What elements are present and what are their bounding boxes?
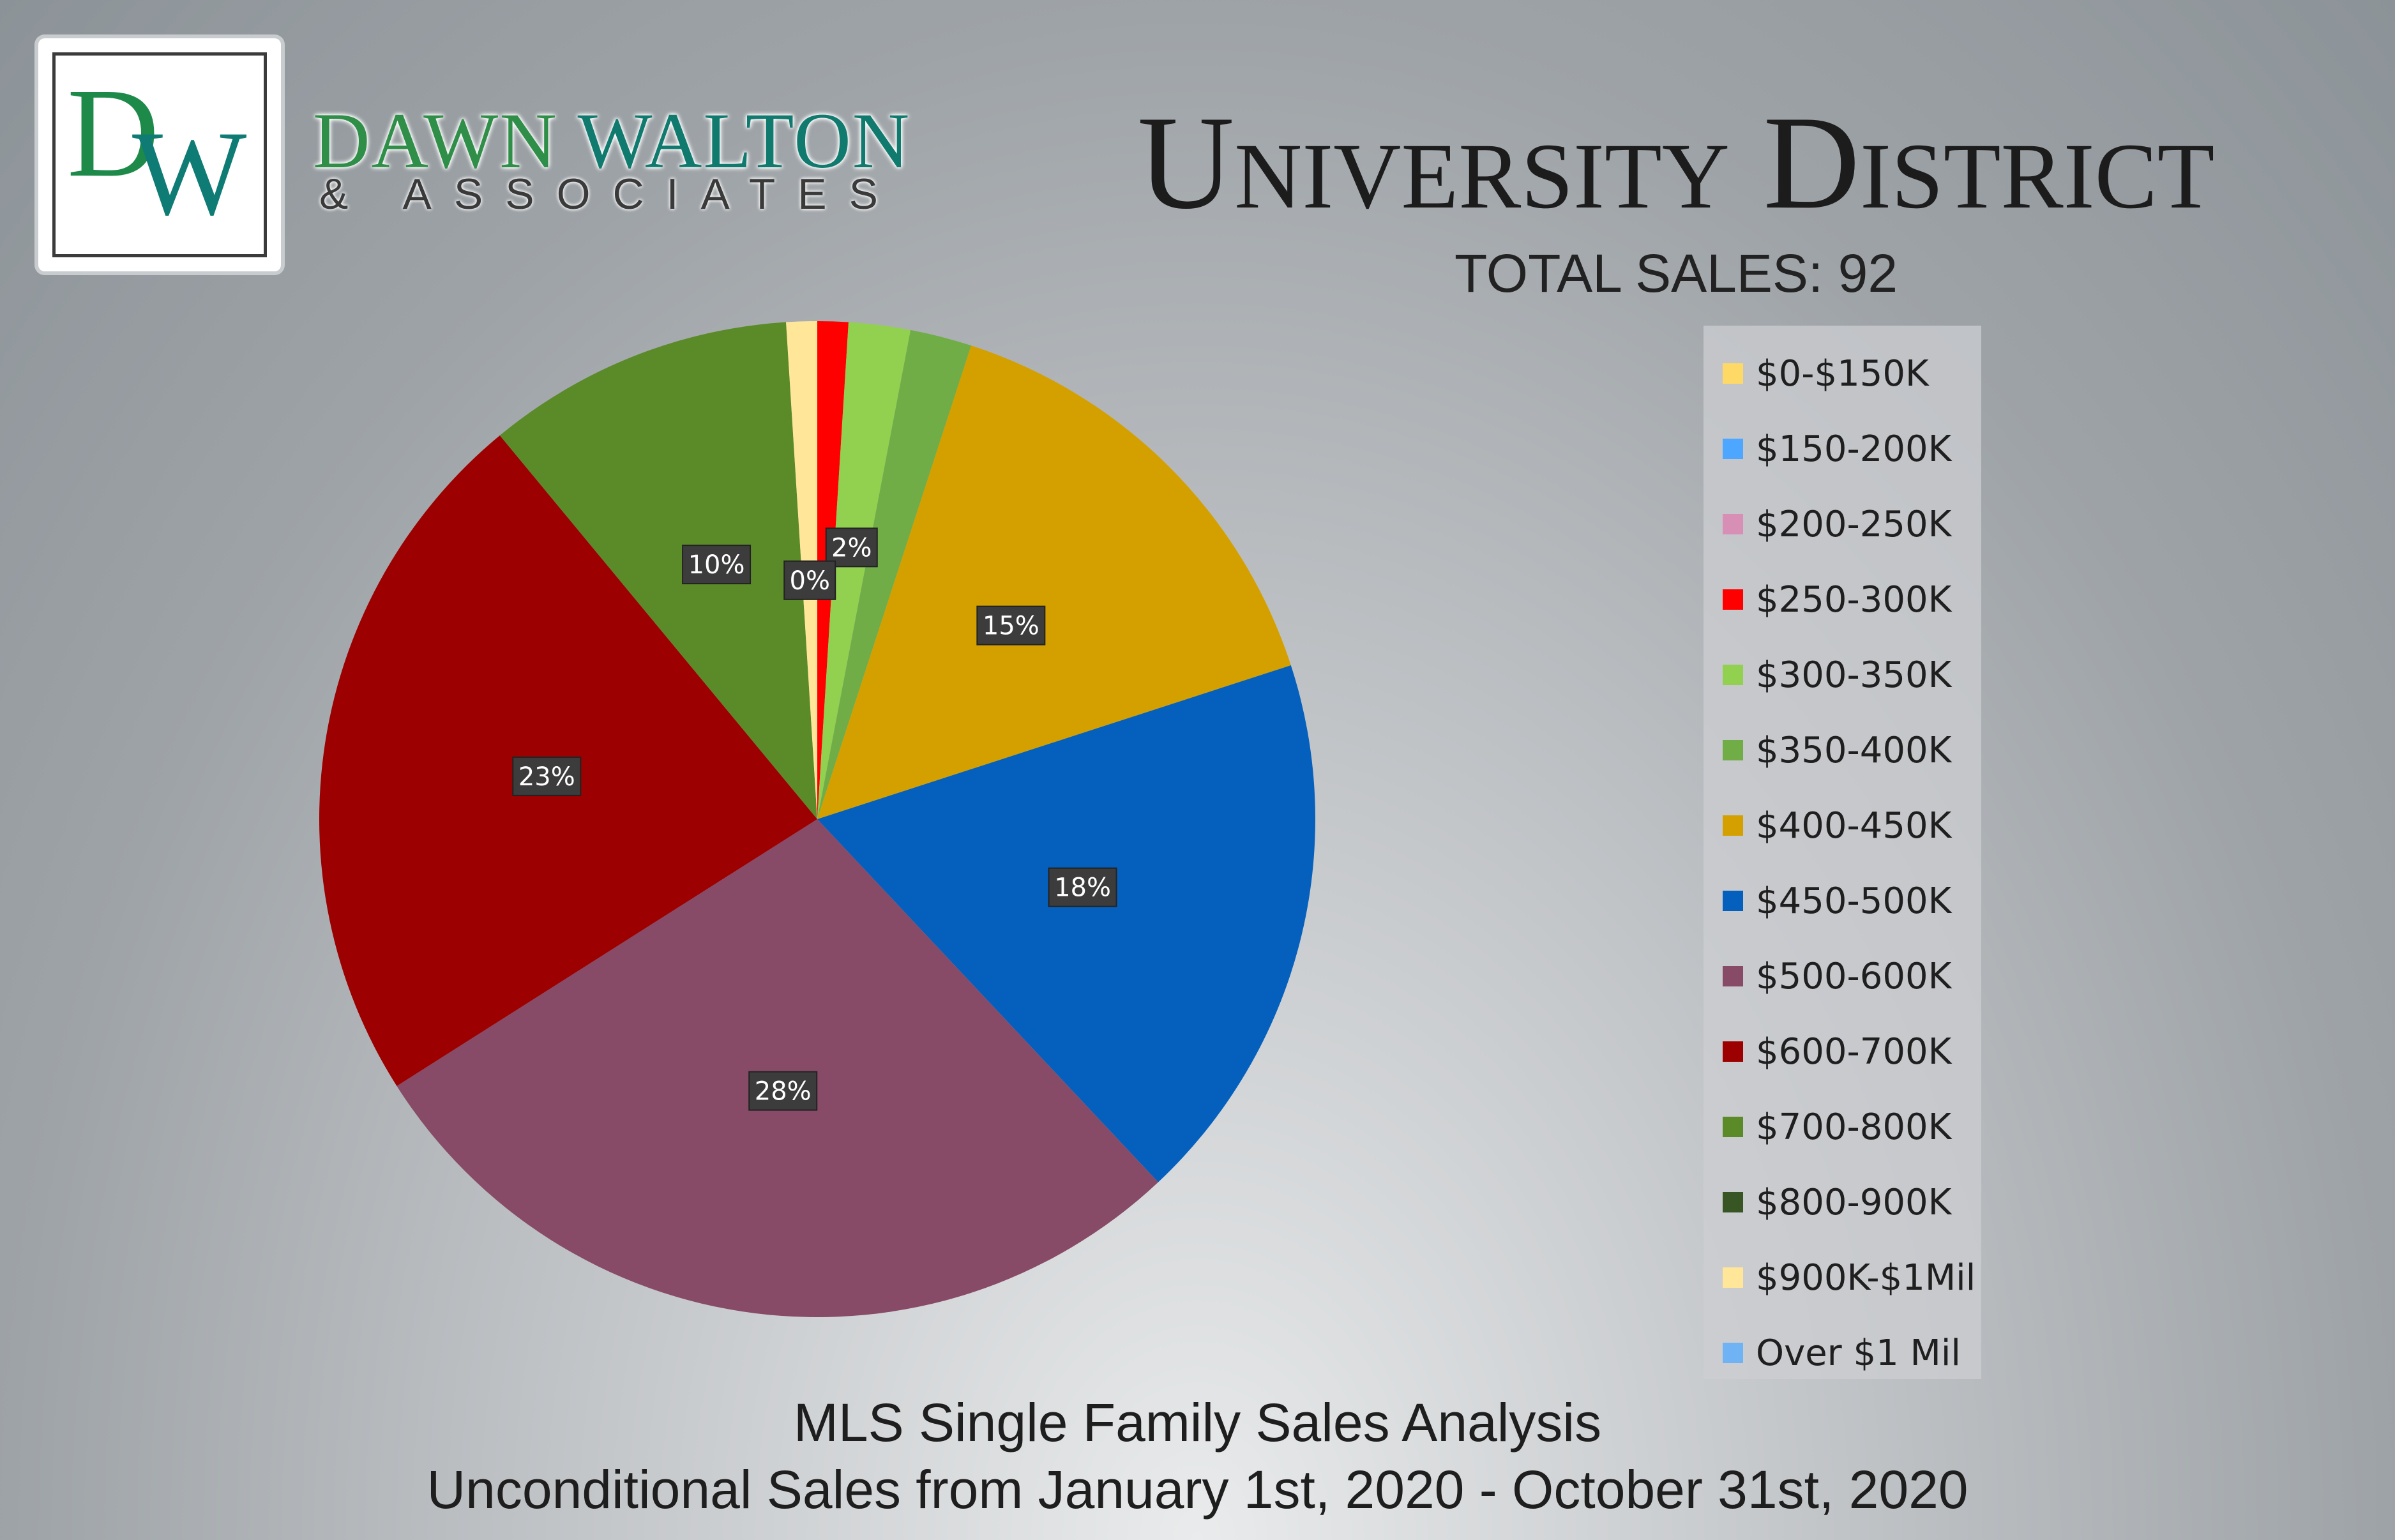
logo-frame: D W <box>52 52 267 257</box>
pie-slice <box>817 322 911 819</box>
legend-label: $300-350K <box>1756 654 1952 696</box>
pie-data-label-text: 15% <box>983 612 1039 641</box>
legend-swatch <box>1723 1343 1743 1363</box>
legend-swatch <box>1723 815 1743 836</box>
legend-item: $350-400K <box>1723 721 1951 779</box>
legend-label: $500-600K <box>1756 955 1952 997</box>
legend-label: $150-200K <box>1756 428 1952 470</box>
legend-item: $800-900K <box>1723 1174 1951 1231</box>
legend-swatch <box>1723 363 1743 384</box>
pie-data-label-text: 28% <box>755 1077 812 1106</box>
legend-item: $400-450K <box>1723 797 1951 854</box>
pie-data-label-text: 18% <box>1054 873 1111 903</box>
total-sales: TOTAL SALES: 92 <box>1454 243 1898 303</box>
pie-data-label-text: 23% <box>518 762 575 792</box>
legend-swatch <box>1723 1041 1743 1062</box>
legend-item: $450-500K <box>1723 872 1951 930</box>
page-title: University District <box>1137 89 2215 237</box>
pie-data-label-text: 10% <box>688 550 745 580</box>
legend-swatch <box>1723 966 1743 986</box>
legend-swatch <box>1723 740 1743 760</box>
brand-name: DAWN WALTON <box>313 96 910 186</box>
legend-item: $250-300K <box>1723 571 1951 628</box>
pie-data-label: 0% <box>783 560 836 600</box>
logo: D W <box>38 38 281 271</box>
legend-item: $150-200K <box>1723 420 1951 478</box>
pie-data-label: 28% <box>748 1071 818 1111</box>
legend-label: $900K-$1Mil <box>1756 1257 1976 1299</box>
legend-swatch <box>1723 1267 1743 1288</box>
pie-data-label-text: 2% <box>831 533 872 562</box>
pie-slice <box>817 329 972 819</box>
legend-item: $600-700K <box>1723 1023 1951 1080</box>
footer-title: MLS Single Family Sales Analysis <box>793 1393 1602 1453</box>
legend-swatch <box>1723 589 1743 610</box>
logo-letter-d: D <box>67 63 160 204</box>
legend-item: $900K-$1Mil <box>1723 1249 1976 1306</box>
legend-item: $200-250K <box>1723 495 1951 553</box>
logo-letter-w: W <box>132 107 247 241</box>
pie-data-label: 10% <box>682 545 752 585</box>
pie-data-label-text: 0% <box>790 566 830 596</box>
legend-label: $800-900K <box>1756 1181 1952 1223</box>
legend-label: Over $1 Mil <box>1756 1332 1961 1374</box>
pie-data-label: 23% <box>512 756 582 796</box>
pie-data-label: 2% <box>825 527 878 568</box>
pie-slice <box>499 322 817 819</box>
legend-label: $250-300K <box>1756 578 1952 621</box>
legend-label: $350-400K <box>1756 729 1952 771</box>
legend-item: $700-800K <box>1723 1098 1951 1156</box>
brand-subtitle: & ASSOCIATES <box>319 170 901 218</box>
legend-swatch <box>1723 891 1743 911</box>
legend-label: $200-250K <box>1756 503 1952 545</box>
legend-swatch <box>1723 1192 1743 1212</box>
pie-data-label: 18% <box>1048 867 1117 907</box>
pie-slice <box>397 819 1158 1318</box>
legend-item: Over $1 Mil <box>1723 1324 1961 1382</box>
legend-item: $300-350K <box>1723 646 1951 704</box>
legend-label: $600-700K <box>1756 1030 1952 1073</box>
legend-item: $0-$150K <box>1723 345 1929 402</box>
legend-label: $0-$150K <box>1756 352 1929 395</box>
legend-label: $700-800K <box>1756 1106 1952 1148</box>
legend-label: $400-450K <box>1756 804 1952 847</box>
footer-subtitle: Unconditional Sales from January 1st, 20… <box>427 1460 1968 1520</box>
legend-item: $500-600K <box>1723 947 1951 1005</box>
legend-swatch <box>1723 514 1743 534</box>
brand-name-first: DAWN <box>313 97 558 185</box>
pie-slice <box>817 345 1291 819</box>
legend-swatch <box>1723 665 1743 685</box>
legend-swatch <box>1723 439 1743 459</box>
pie-data-label: 15% <box>976 605 1046 645</box>
legend-label: $450-500K <box>1756 880 1952 922</box>
brand-name-last: WALTON <box>577 97 911 185</box>
legend-swatch <box>1723 1117 1743 1137</box>
pie-slice <box>817 665 1315 1182</box>
chart-legend: $0-$150K $150-200K $200-250K $250-300K $300-… <box>1704 326 1981 1379</box>
